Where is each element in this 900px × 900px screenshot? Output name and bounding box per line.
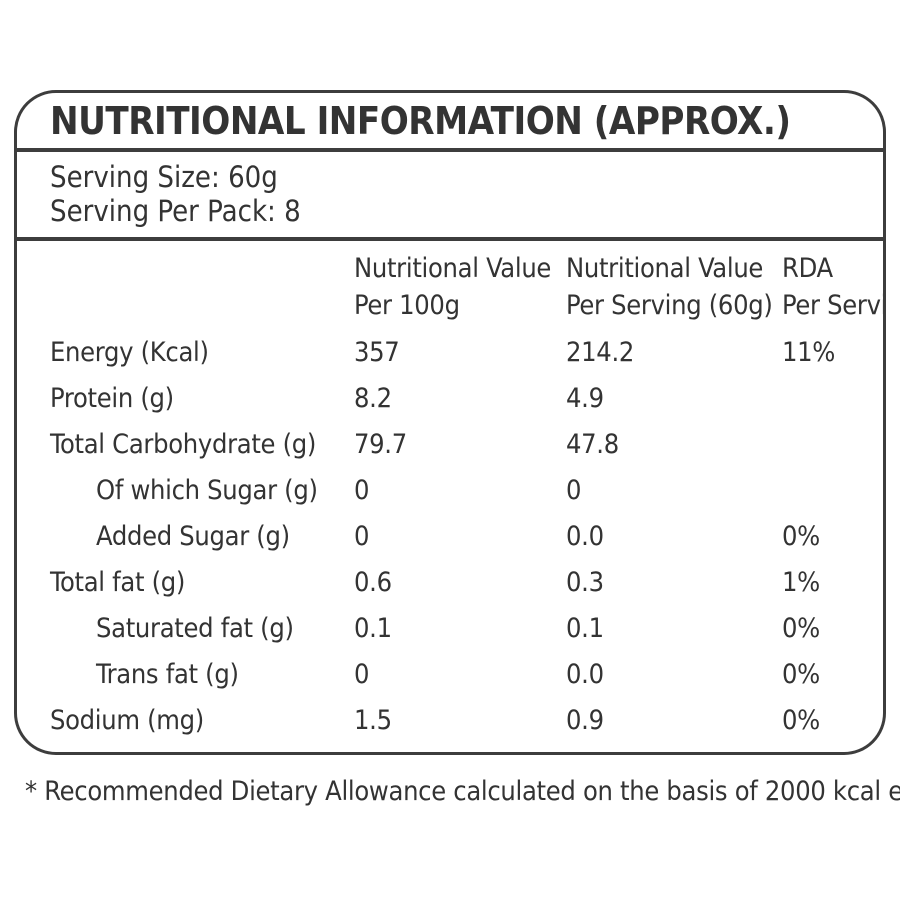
label-title-section: NUTRITIONAL INFORMATION (APPROX.): [17, 93, 883, 152]
nutrient-label: Protein (g): [50, 382, 174, 414]
nutrient-label: Energy (Kcal): [50, 336, 209, 368]
table-row-of-which-sugar: Of which Sugar (g) 0 0: [50, 467, 883, 513]
serving-info-section: Serving Size: 60g Serving Per Pack: 8: [17, 152, 883, 241]
value-rda: 0%: [782, 658, 820, 690]
table-row-sodium: Sodium (mg) 1.5 0.9 0%: [50, 697, 883, 743]
value-per-100g: 0: [354, 474, 370, 506]
table-row-protein: Protein (g) 8.2 4.9: [50, 375, 883, 421]
value-per-serving: 0: [566, 474, 582, 506]
value-rda: 1%: [782, 566, 820, 598]
label-title: NUTRITIONAL INFORMATION (APPROX.): [50, 98, 791, 143]
nutrition-table: Nutritional Value Per 100g Nutritional V…: [17, 241, 883, 743]
nutrient-label: Trans fat (g): [96, 658, 239, 690]
nutrient-label: Added Sugar (g): [96, 520, 290, 552]
table-row-total-carbohydrate: Total Carbohydrate (g) 79.7 47.8: [50, 421, 883, 467]
value-per-100g: 357: [354, 336, 400, 368]
header-per-serving-line1: Nutritional Value: [566, 253, 764, 284]
table-row-energy: Energy (Kcal) 357 214.2 11%: [50, 329, 883, 375]
value-per-100g: 1.5: [354, 704, 392, 736]
value-per-100g: 0: [354, 520, 370, 552]
serving-per-pack-text: Serving Per Pack: 8: [50, 194, 301, 228]
value-per-serving: 0.0: [566, 520, 604, 552]
value-per-serving: 47.8: [566, 428, 619, 460]
value-per-serving: 0.3: [566, 566, 604, 598]
value-rda: 11%: [782, 336, 836, 368]
table-row-saturated-fat: Saturated fat (g) 0.1 0.1 0%: [50, 605, 883, 651]
nutrient-label: Total fat (g): [50, 566, 186, 598]
value-per-100g: 0.6: [354, 566, 392, 598]
rda-footnote: * Recommended Dietary Allowance calculat…: [25, 776, 900, 807]
serving-size-text: Serving Size: 60g: [50, 160, 278, 194]
nutrient-label: Sodium (mg): [50, 704, 204, 736]
header-rda-line1: RDA: [782, 253, 833, 284]
header-per-100g: Nutritional Value Per 100g: [354, 250, 566, 324]
nutrition-label-box: NUTRITIONAL INFORMATION (APPROX.) Servin…: [14, 90, 886, 755]
header-per-100g-line2: Per 100g: [354, 290, 460, 321]
value-rda: 0%: [782, 612, 820, 644]
value-rda: 0%: [782, 704, 820, 736]
value-per-100g: 0.1: [354, 612, 392, 644]
nutrient-label: Of which Sugar (g): [96, 474, 318, 506]
header-rda: RDA Per Serving*: [782, 250, 883, 324]
value-per-serving: 4.9: [566, 382, 604, 414]
table-row-trans-fat: Trans fat (g) 0 0.0 0%: [50, 651, 883, 697]
value-per-serving: 0.1: [566, 612, 604, 644]
value-per-100g: 0: [354, 658, 370, 690]
header-per-serving-line2: Per Serving (60g): [566, 290, 773, 321]
table-row-total-fat: Total fat (g) 0.6 0.3 1%: [50, 559, 883, 605]
value-per-100g: 79.7: [354, 428, 407, 460]
value-per-100g: 8.2: [354, 382, 392, 414]
table-header-row: Nutritional Value Per 100g Nutritional V…: [50, 250, 883, 324]
table-row-added-sugar: Added Sugar (g) 0 0.0 0%: [50, 513, 883, 559]
value-per-serving: 214.2: [566, 336, 635, 368]
header-rda-line2: Per Serving*: [782, 290, 883, 321]
nutrient-label: Total Carbohydrate (g): [50, 428, 317, 460]
value-per-serving: 0.0: [566, 658, 604, 690]
header-per-100g-line1: Nutritional Value: [354, 253, 552, 284]
value-per-serving: 0.9: [566, 704, 604, 736]
header-per-serving: Nutritional Value Per Serving (60g): [566, 250, 782, 324]
value-rda: 0%: [782, 520, 820, 552]
nutrient-label: Saturated fat (g): [96, 612, 294, 644]
